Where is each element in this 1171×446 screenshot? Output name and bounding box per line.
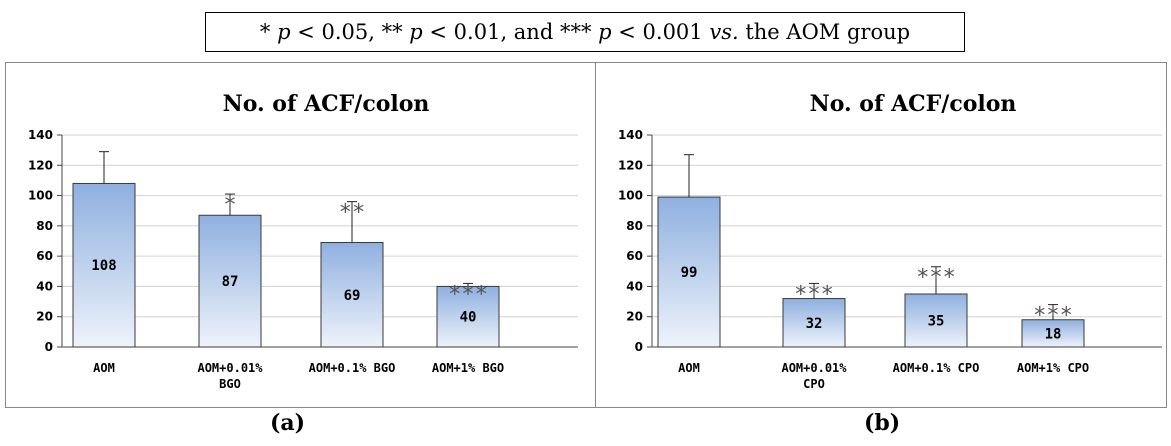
category-label-line: BGO: [219, 377, 241, 391]
data-label: 35: [928, 314, 945, 330]
significance-marker: *: [223, 193, 236, 218]
significance-marker: ***: [794, 282, 834, 307]
y-tick-label: 140: [28, 128, 53, 142]
significance-legend: * p < 0.05, ** p < 0.01, and *** p < 0.0…: [205, 12, 965, 52]
category-label: AOM+1% BGO: [432, 361, 504, 375]
y-tick-label: 100: [618, 189, 643, 203]
category-label-line: AOM: [678, 361, 700, 375]
y-tick-label: 20: [36, 310, 53, 324]
legend-text: the AOM group: [738, 20, 911, 44]
chart-b: No. of ACF/colon 0 20 40 60 80 100 120 140 99 AOM *…: [618, 91, 1162, 391]
legend-text: *: [259, 20, 278, 44]
chart-a: No. of ACF/colon 0 20 40 60 80 100 120 140 108 AOM…: [28, 91, 578, 391]
y-tick-label: 40: [36, 279, 53, 293]
category-label-line: AOM+0.01%: [781, 361, 847, 375]
charts-frame: [5, 62, 1167, 408]
bar: [72, 182, 136, 348]
y-tick-label: 120: [28, 158, 53, 172]
bar: [1021, 319, 1085, 348]
category-label-line: AOM+1% BGO: [432, 361, 504, 375]
bar: [320, 242, 384, 348]
frame-divider: [595, 62, 596, 408]
category-label: AOM: [678, 361, 700, 375]
data-label: 108: [91, 258, 116, 274]
legend-text: < 0.01, and ***: [422, 20, 599, 44]
y-tick-label: 0: [635, 340, 643, 354]
category-label: AOM+0.01% BGO: [197, 361, 263, 391]
y-tick-label: 120: [618, 158, 643, 172]
significance-marker: **: [339, 201, 366, 226]
chart-title: No. of ACF/colon: [223, 91, 430, 117]
category-label: AOM: [93, 361, 115, 375]
bar: [436, 285, 500, 348]
y-tick-label: 100: [28, 189, 53, 203]
data-label: 87: [222, 274, 239, 290]
y-tick-label: 80: [36, 219, 53, 233]
legend-p: p: [277, 20, 291, 44]
data-label: 32: [806, 316, 823, 332]
legend-p: p: [409, 20, 423, 44]
legend-vs: vs.: [709, 20, 739, 44]
bar: [904, 293, 968, 348]
data-label: 18: [1045, 326, 1062, 342]
significance-marker: ***: [448, 282, 488, 307]
legend-text: < 0.05, **: [290, 20, 410, 44]
y-tick-label: 40: [626, 279, 643, 293]
bar: [657, 196, 721, 348]
y-tick-label: 60: [626, 249, 643, 263]
category-label: AOM+1% CPO: [1017, 361, 1089, 375]
category-label-line: AOM: [93, 361, 115, 375]
data-label: 69: [344, 288, 361, 304]
category-label-line: AOM+1% CPO: [1017, 361, 1089, 375]
category-label: AOM+0.1% CPO: [893, 361, 980, 375]
chart-title: No. of ACF/colon: [810, 91, 1017, 117]
category-label-line: AOM+0.01%: [197, 361, 263, 375]
significance-marker: ***: [916, 266, 956, 291]
significance-marker: ***: [1033, 304, 1073, 329]
data-label: 99: [681, 265, 698, 281]
category-label-line: CPO: [803, 377, 825, 391]
legend-p: p: [598, 20, 612, 44]
panel-label-a: (a): [270, 410, 306, 436]
legend-text: < 0.001: [611, 20, 710, 44]
y-tick-label: 80: [626, 219, 643, 233]
category-label-line: AOM+0.1% BGO: [309, 361, 396, 375]
y-tick-label: 60: [36, 249, 53, 263]
category-label: AOM+0.1% BGO: [309, 361, 396, 375]
y-tick-label: 20: [626, 310, 643, 324]
panel-label-b: (b): [864, 410, 901, 436]
data-label: 40: [460, 310, 477, 326]
category-label-line: AOM+0.1% CPO: [893, 361, 980, 375]
category-label: AOM+0.01% CPO: [781, 361, 847, 391]
y-tick-label: 140: [618, 128, 643, 142]
y-tick-label: 0: [45, 340, 53, 354]
